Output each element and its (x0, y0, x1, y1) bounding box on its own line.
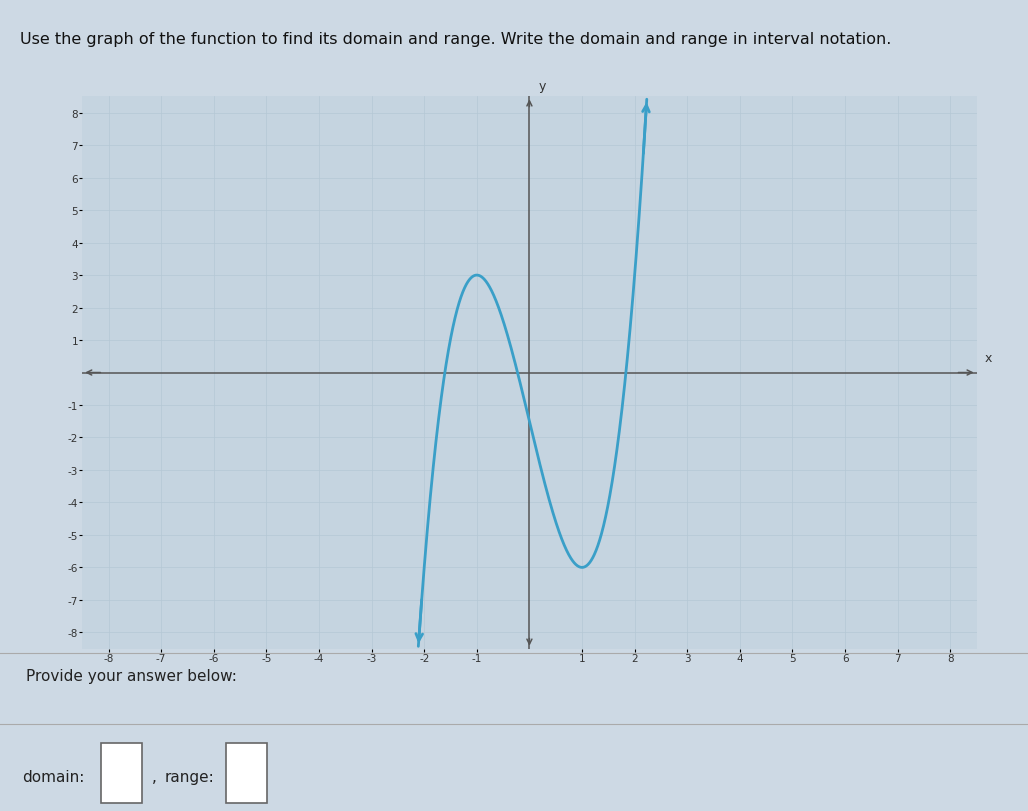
Text: x: x (985, 352, 992, 365)
Bar (101, 743, 142, 803)
Text: Use the graph of the function to find its domain and range. Write the domain and: Use the graph of the function to find it… (21, 32, 891, 47)
Text: Provide your answer below:: Provide your answer below: (26, 668, 236, 684)
Text: ,: , (152, 769, 157, 783)
Text: domain:: domain: (23, 769, 85, 783)
Text: range:: range: (164, 769, 214, 783)
Bar (226, 743, 267, 803)
Text: y: y (539, 79, 546, 92)
